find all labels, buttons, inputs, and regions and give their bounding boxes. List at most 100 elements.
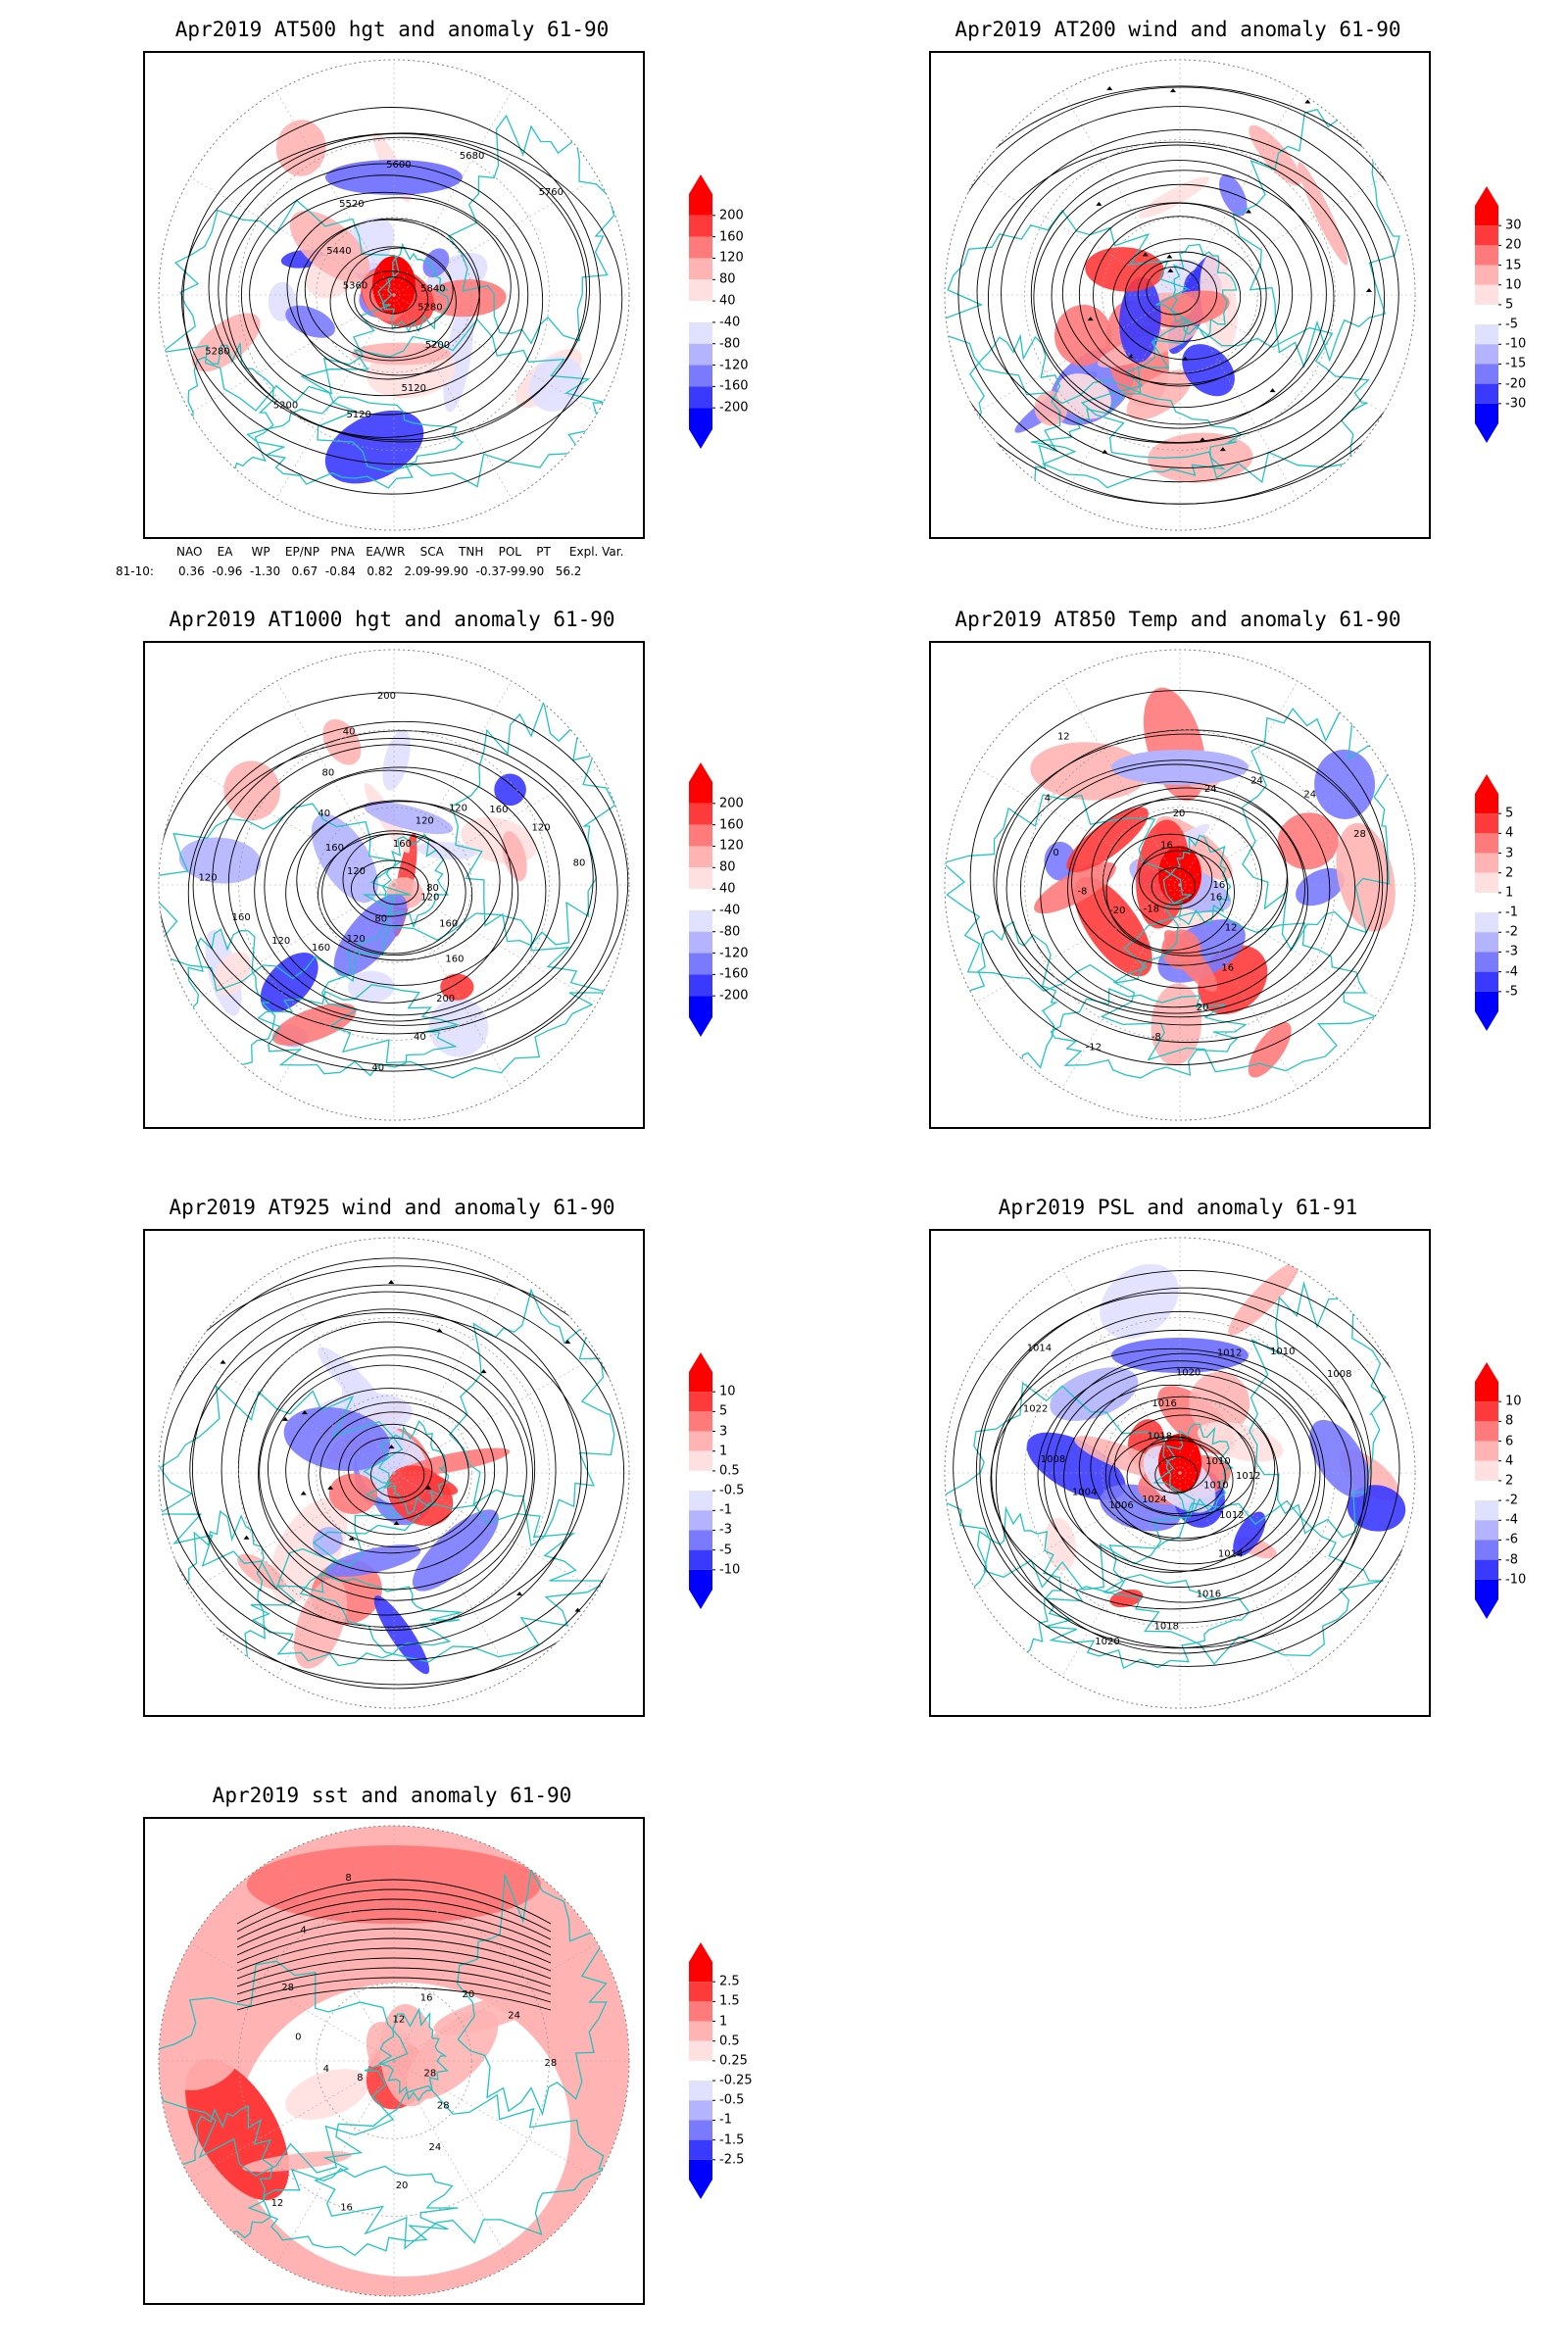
meridian — [393, 2060, 598, 2180]
contour-line — [1104, 1407, 1255, 1542]
contour-label: 28 — [281, 1983, 294, 1993]
colorbar-label: -3 — [1505, 944, 1518, 959]
colorbar-label: -80 — [719, 336, 741, 352]
contour-label: 1024 — [1142, 1494, 1166, 1505]
contour-label: 5600 — [386, 160, 411, 171]
contour-label: 4 — [323, 2064, 329, 2075]
streamline-arrow — [480, 1369, 487, 1374]
map-frame: 16 12 16 20 -8 -12 -18 -20 -8 0 4 12 16 20 24 24 24 28 16 — [929, 641, 1431, 1129]
contour-label: 1016 — [1197, 1590, 1221, 1600]
colorbar-label: 1.5 — [719, 1993, 740, 2009]
streamline — [1030, 160, 1327, 429]
colorbar-segment — [1475, 1480, 1498, 1501]
colorbar-label: 2.5 — [719, 1974, 740, 1989]
colorbar-label: -1.5 — [719, 2132, 745, 2148]
anomaly-blob — [1151, 983, 1202, 1065]
anomaly-blob — [270, 1497, 348, 1603]
contour-label: 1006 — [1108, 1500, 1133, 1511]
contour-label: -8 — [1152, 1032, 1161, 1043]
latitude-circle — [238, 1317, 550, 1629]
contour-label: 40 — [371, 1062, 384, 1073]
anomaly-blob — [368, 2034, 411, 2068]
colorbar-segment — [1475, 1382, 1498, 1402]
contour-line — [1139, 1437, 1210, 1494]
contour-line — [1037, 1360, 1321, 1588]
colorbar-label: -4 — [1505, 1512, 1518, 1528]
contour-label: 120 — [420, 893, 439, 904]
contour-line — [1113, 1414, 1256, 1517]
colorbar-scale — [1475, 1362, 1502, 1619]
streamline — [369, 1451, 425, 1498]
colorbar-segment — [1475, 403, 1498, 423]
colorbar-label: 10 — [719, 1384, 736, 1399]
colorbar-segment — [1475, 912, 1498, 933]
anomaly-blob — [242, 2151, 353, 2173]
colorbar-segment — [689, 258, 712, 280]
streamline-arrow — [282, 1416, 289, 1421]
polar-map — [944, 59, 1416, 531]
contour-label: 24 — [1303, 790, 1316, 801]
contour-line — [345, 247, 454, 333]
contour-line — [1105, 833, 1235, 952]
coastline — [457, 1868, 608, 2117]
contour-label: 200 — [377, 691, 396, 702]
colorbar-label: -6 — [1505, 1532, 1518, 1547]
colorbar-label: 200 — [719, 796, 744, 811]
contour-line — [1154, 1455, 1199, 1494]
colorbar-segment — [689, 1549, 712, 1570]
contour-label: 16 — [1213, 880, 1226, 891]
contour-label: 16 — [420, 1992, 433, 2003]
colorbar-segment — [689, 1411, 712, 1432]
isotherm — [236, 1957, 552, 1987]
anomaly-blob — [1148, 432, 1253, 483]
colorbar-label: -30 — [1505, 396, 1527, 412]
colorbar-label: -10 — [1505, 336, 1527, 352]
colorbar-scale — [1475, 774, 1502, 1031]
contour-label: 160 — [445, 954, 464, 964]
colorbar-label: 40 — [719, 881, 736, 897]
contour-label: 5200 — [425, 340, 450, 351]
contour-line — [354, 270, 429, 329]
meridian — [393, 2060, 513, 2265]
panel-title: Apr2019 AT200 wind and anomaly 61-90 — [955, 18, 1401, 41]
colorbar-arrow-bottom — [1475, 1011, 1498, 1031]
contour-line — [212, 730, 594, 1026]
meridian — [393, 766, 598, 886]
colorbar-segment — [689, 1431, 712, 1451]
contour-line — [991, 1329, 1369, 1624]
anomaly-blob — [1228, 1261, 1300, 1336]
contour-label: 4 — [300, 1925, 306, 1936]
colorbar-arrow-bottom — [689, 2180, 712, 2199]
contour-label: 5280 — [417, 303, 442, 314]
map-boundary — [944, 1237, 1416, 1709]
map-frame — [929, 51, 1431, 539]
index-values: 0.36 -0.96 -1.30 0.67 -0.84 0.82 2.09-99… — [178, 564, 582, 578]
contour-label: 1008 — [1041, 1454, 1065, 1465]
colorbar-segment — [1475, 1421, 1498, 1442]
anomaly-blob — [1066, 807, 1149, 873]
colorbar-label: 5 — [1505, 806, 1514, 821]
contour-line — [264, 769, 514, 1004]
map-boundary — [158, 649, 630, 1121]
colorbar-arrow-top — [689, 1352, 712, 1372]
anomaly-blob — [1073, 876, 1152, 977]
streamline-arrow — [1096, 201, 1102, 206]
streamline-arrow — [1269, 388, 1276, 393]
colorbar-segment — [689, 1470, 712, 1492]
isotherm — [236, 1977, 552, 2003]
meridian — [393, 1354, 598, 1474]
contour-label: 8 — [345, 1873, 351, 1884]
contour-line — [159, 692, 629, 1072]
anomaly-blob — [191, 313, 261, 372]
colorbar-scale — [1475, 186, 1502, 443]
isotherm — [236, 1898, 552, 1940]
colorbar-arrow-bottom — [1475, 1599, 1498, 1619]
colorbar: 5 4 3 2 1 -1 -2 -3 -4 -5 — [1472, 774, 1531, 1031]
colorbar-arrow-top — [689, 174, 712, 194]
colorbar-segment — [689, 365, 712, 387]
coastline — [1100, 909, 1378, 1073]
coastline — [159, 803, 411, 992]
map-boundary — [944, 649, 1416, 1121]
contour-line — [192, 737, 597, 1035]
coastline — [1045, 1574, 1250, 1670]
